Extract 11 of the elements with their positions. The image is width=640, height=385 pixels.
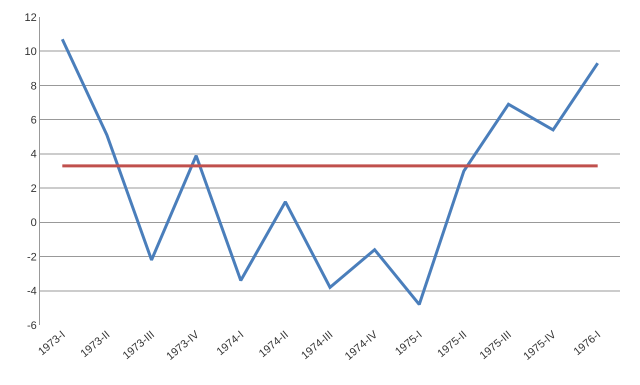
y-tick-label: 12 [24, 12, 37, 24]
line-series [60, 38, 600, 306]
y-tick-label: -6 [27, 320, 37, 332]
y-tick-label: 8 [30, 80, 37, 92]
y-tick-label: 10 [24, 46, 37, 58]
y-tick-label: 6 [30, 114, 37, 127]
y-tick-label: -2 [27, 251, 37, 264]
y-tick-label: -4 [27, 286, 37, 298]
y-tick-label: 0 [30, 217, 37, 230]
y-tick-label: 4 [30, 148, 37, 161]
y-tick-label: 2 [30, 182, 37, 195]
